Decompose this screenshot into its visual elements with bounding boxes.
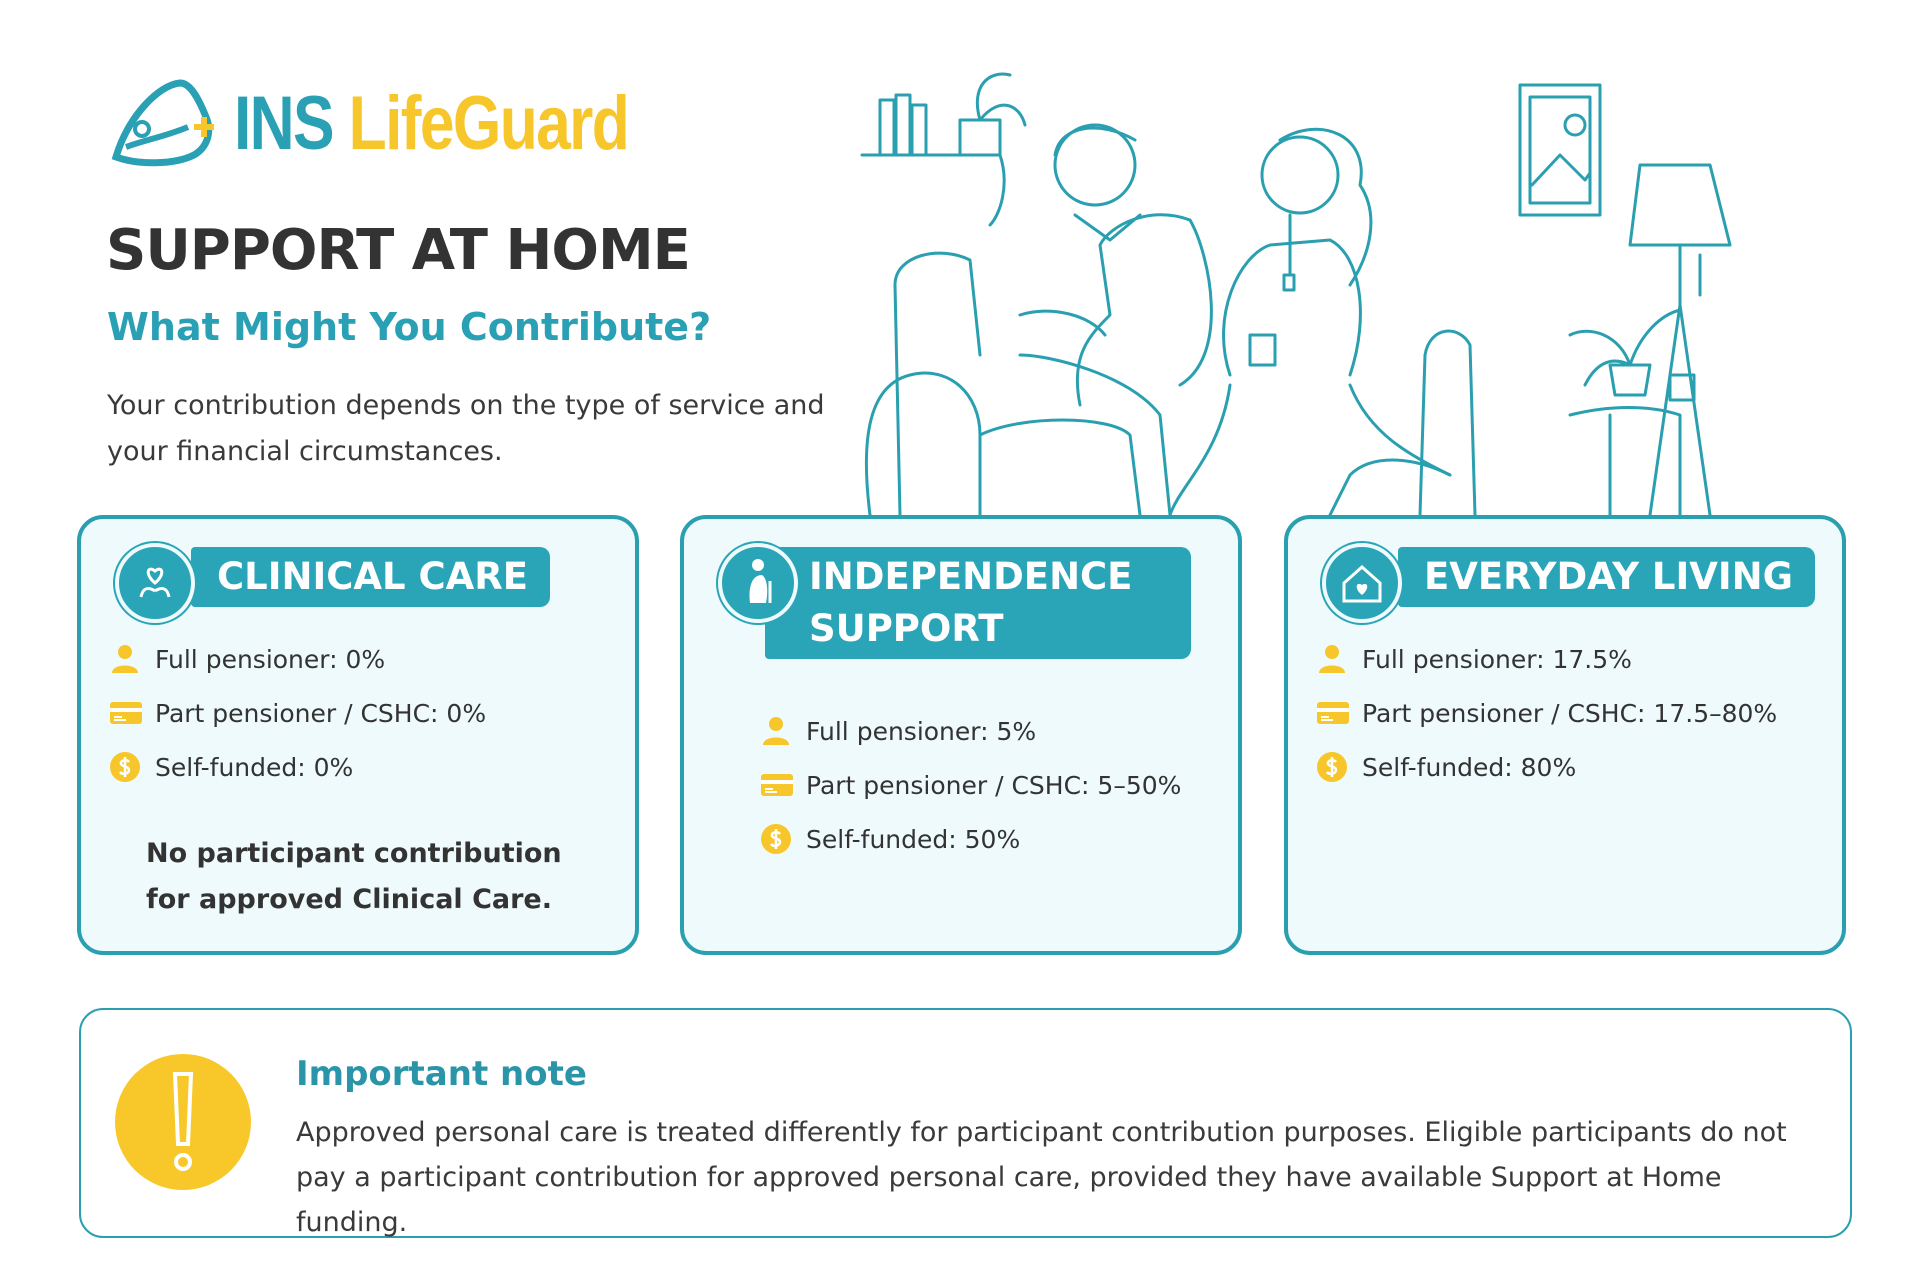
logo-text: INS LifeGuard <box>234 80 630 167</box>
card-icon <box>115 543 195 623</box>
card-title: EVERYDAY LIVING <box>1398 547 1816 607</box>
logo-part2: LifeGuard <box>348 80 630 166</box>
item-text: Self-funded: 0% <box>155 752 354 782</box>
card-icon <box>718 543 798 623</box>
card: INDEPENDENCE SUPPORT Full pensioner: 5% Pa… <box>680 515 1242 955</box>
note-title: Important note <box>296 1054 587 1094</box>
card-item: Part pensioner / CSHC: 0% <box>110 693 487 733</box>
item-text: Part pensioner / CSHC: 0% <box>155 698 487 728</box>
warning-icon <box>115 1054 251 1190</box>
note-text: Approved personal care is treated differ… <box>296 1117 1787 1238</box>
item-text: Part pensioner / CSHC: 17.5–80% <box>1362 698 1778 728</box>
card: CLINICAL CARE Full pensioner: 0% Part pens… <box>77 515 639 955</box>
illustration <box>860 72 1732 517</box>
card-title: CLINICAL CARE <box>191 547 551 607</box>
item-text: Part pensioner / CSHC: 5–50% <box>806 770 1182 800</box>
card-item: Self-funded: 0% <box>110 747 354 787</box>
card: EVERYDAY LIVING Full pensioner: 17.5% Part… <box>1284 515 1846 955</box>
item-text: Self-funded: 50% <box>806 824 1021 854</box>
logo-icon <box>111 79 214 167</box>
intro-text: Your contribution depends on the type of… <box>107 390 825 467</box>
card-item: Full pensioner: 5% <box>763 711 1037 751</box>
card-item: Self-funded: 50% <box>761 819 1021 859</box>
item-text: Full pensioner: 0% <box>155 644 386 674</box>
card-item: Part pensioner / CSHC: 5–50% <box>761 765 1182 805</box>
page-title: SUPPORT AT HOME <box>106 218 691 283</box>
item-text: Full pensioner: 5% <box>806 716 1037 746</box>
card-title: INDEPENDENCE SUPPORT <box>765 547 1191 659</box>
important-note: Important note Approved personal care is… <box>79 1008 1852 1238</box>
item-text: Self-funded: 80% <box>1362 752 1577 782</box>
logo-part1: INS <box>234 80 335 166</box>
card-icon <box>1322 543 1402 623</box>
logo: INS LifeGuard <box>108 78 715 168</box>
card-item: Part pensioner / CSHC: 17.5–80% <box>1317 693 1778 733</box>
item-text: Full pensioner: 17.5% <box>1362 644 1632 674</box>
card-item: Full pensioner: 17.5% <box>1319 639 1632 679</box>
page-subtitle: What Might You Contribute? <box>107 305 712 349</box>
card-note: No participant contribution for approved… <box>146 838 562 915</box>
card-item: Self-funded: 80% <box>1317 747 1577 787</box>
card-item: Full pensioner: 0% <box>112 639 386 679</box>
